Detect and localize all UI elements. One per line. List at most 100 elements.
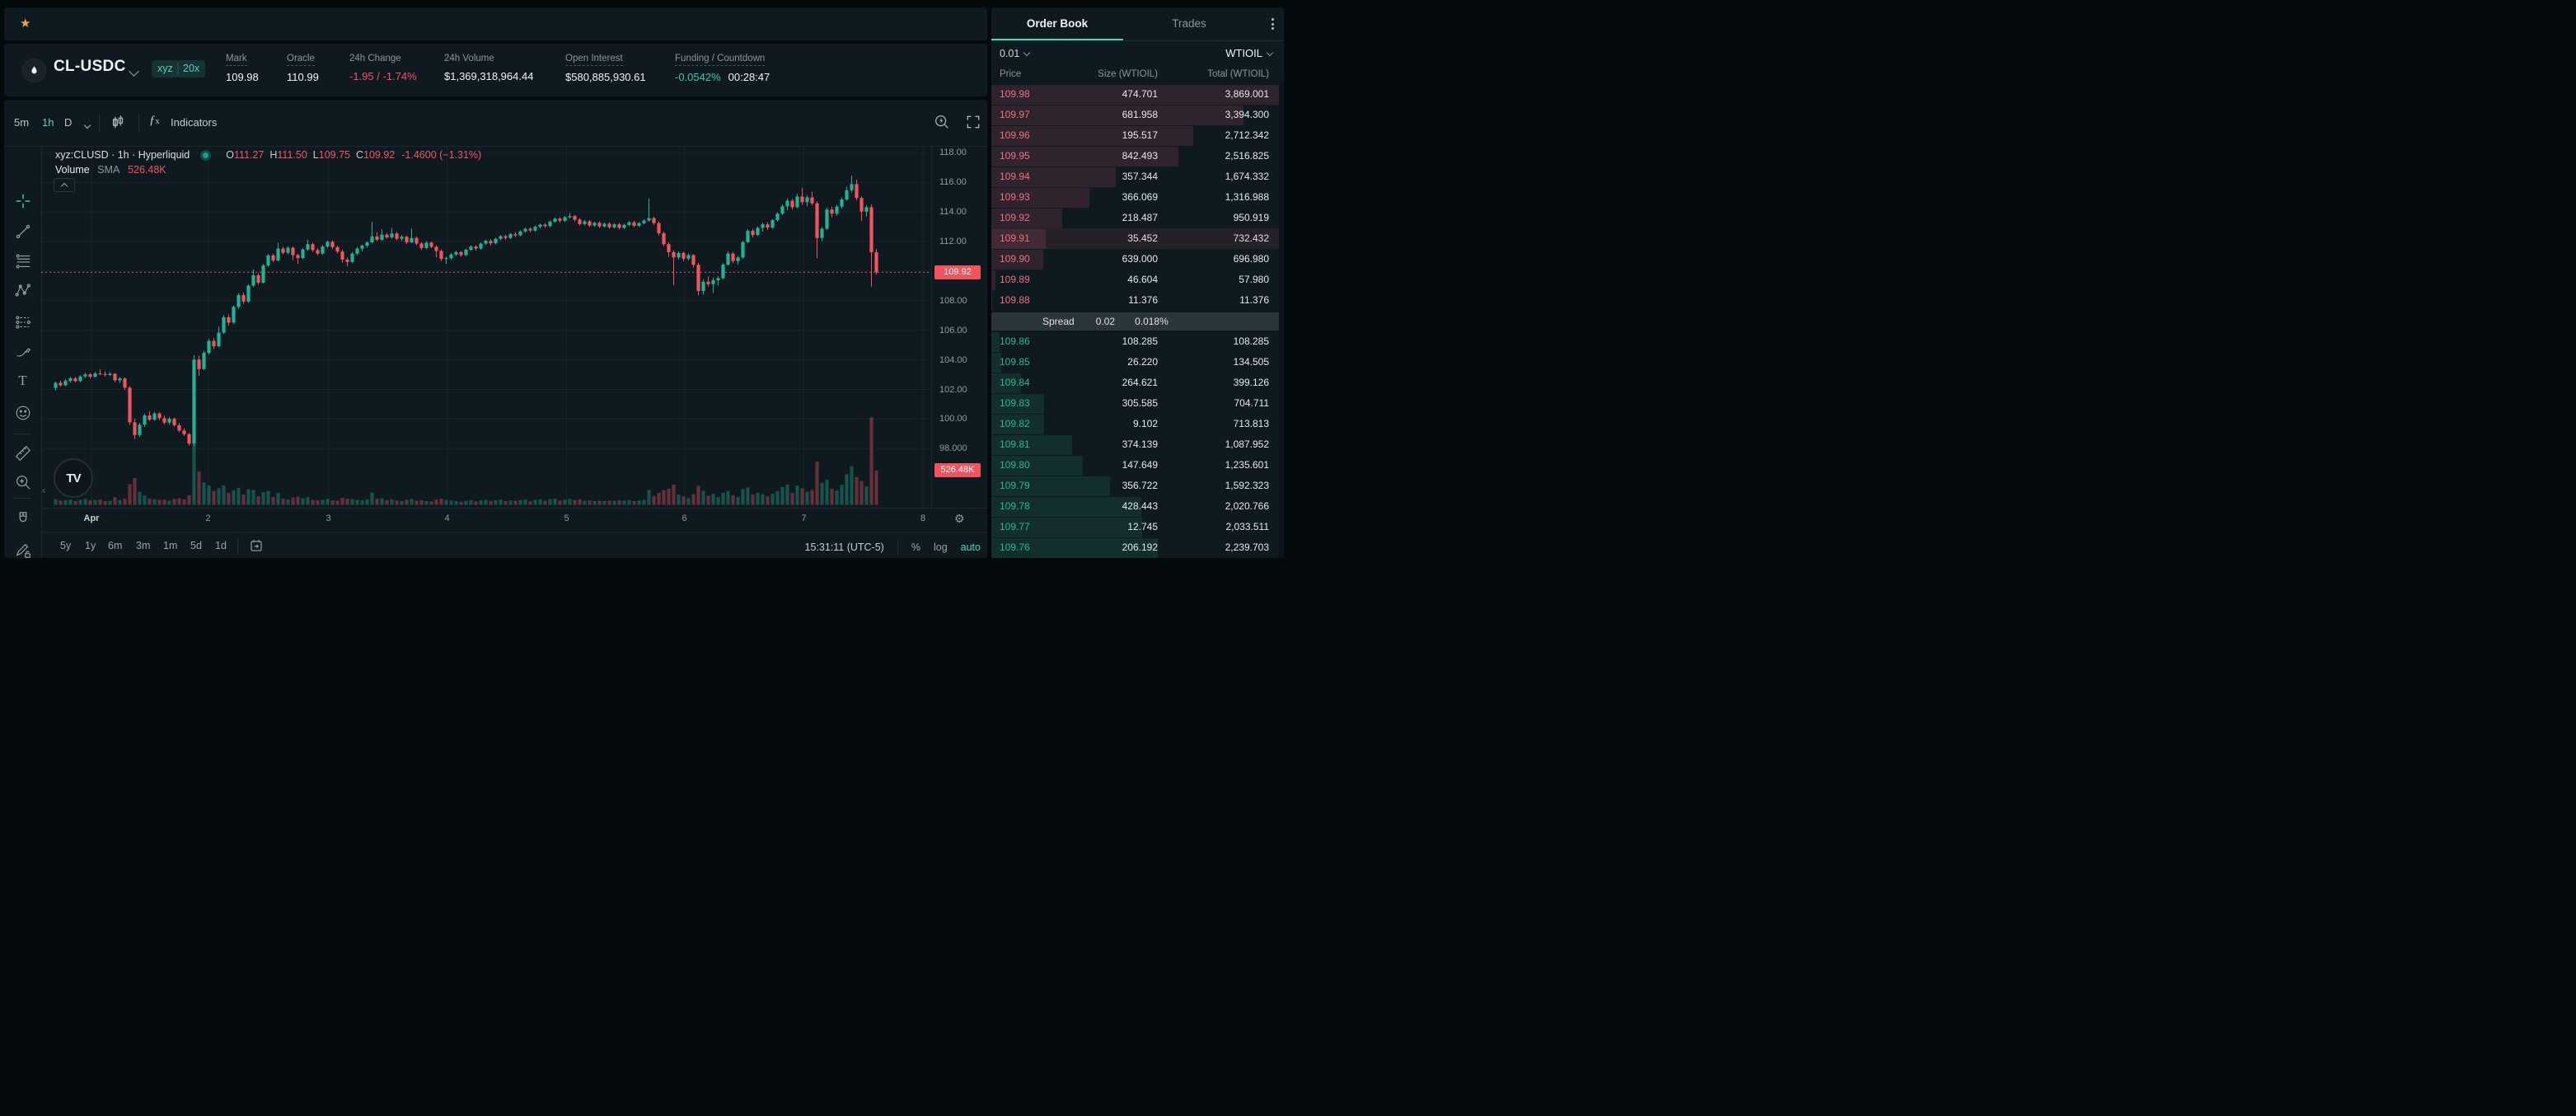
emoji-tool-icon[interactable] xyxy=(12,401,34,424)
total-cell: 2,020.766 xyxy=(1225,500,1269,512)
orderbook-ask-row[interactable]: 109.91 35.452 732.432 xyxy=(991,228,1279,249)
depth-bar xyxy=(991,434,1073,455)
range-1d[interactable]: 1d xyxy=(215,540,227,551)
toolbar-collapse-arrow[interactable]: ‹ xyxy=(42,484,46,496)
orderbook-bid-row[interactable]: 109.86 108.285 108.285 xyxy=(991,331,1279,352)
brush-tool-icon[interactable] xyxy=(12,340,34,362)
orderbook-bid-row[interactable]: 109.82 9.102 713.813 xyxy=(991,414,1279,434)
orderbook-bid-row[interactable]: 109.81 374.139 1,087.952 xyxy=(991,434,1279,455)
xabcd-pattern-tool-icon[interactable] xyxy=(12,279,34,301)
leverage-badge[interactable]: 20x xyxy=(177,60,206,77)
mark-value: 109.98 xyxy=(226,71,259,83)
scale-auto[interactable]: auto xyxy=(960,542,981,553)
scale-percent[interactable]: % xyxy=(911,542,920,553)
indicators-fx-icon[interactable]: ƒx xyxy=(149,114,160,127)
bottom-bar-divider xyxy=(897,540,898,555)
go-to-date-icon[interactable] xyxy=(249,538,264,553)
crosshair-tool-icon[interactable] xyxy=(12,190,34,212)
trend-line-tool-icon[interactable] xyxy=(12,220,34,242)
range-6m[interactable]: 6m xyxy=(108,540,123,551)
ruler-tool-icon[interactable] xyxy=(12,442,34,464)
orderbook-bid-row[interactable]: 109.78 428.443 2,020.766 xyxy=(991,496,1279,517)
price-cell: 109.94 xyxy=(1000,171,1030,182)
orderbook-ask-row[interactable]: 109.92 218.487 950.919 xyxy=(991,208,1279,228)
total-cell: 2,239.703 xyxy=(1225,542,1269,553)
toolbar-divider xyxy=(99,114,100,132)
interval-5m[interactable]: 5m xyxy=(14,116,30,129)
orderbook-ask-row[interactable]: 109.98 474.701 3,869.001 xyxy=(991,84,1279,105)
orderbook-ask-row[interactable]: 109.93 366.069 1,316.988 xyxy=(991,187,1279,208)
price-cell: 109.90 xyxy=(1000,253,1030,265)
legend-series[interactable]: xyz:CLUSD · 1h · Hyperliquid xyxy=(55,149,190,161)
orderbook-bid-row[interactable]: 109.83 305.585 704.711 xyxy=(991,393,1279,414)
long-position-tool-icon[interactable] xyxy=(12,311,34,333)
fib-retracement-tool-icon[interactable] xyxy=(12,250,34,272)
chart-toolbar: 5m 1h D ƒx Indicators xyxy=(4,100,987,147)
draw-lock-tool-icon[interactable] xyxy=(12,539,34,558)
range-5y[interactable]: 5y xyxy=(60,540,72,551)
orderbook-bid-row[interactable]: 109.77 12.745 2,033.511 xyxy=(991,517,1279,537)
fullscreen-icon[interactable] xyxy=(965,114,981,130)
orderbook-headers: Price Size (WTIOIL) Total (WTIOIL) xyxy=(1000,69,1269,79)
price-cell: 109.80 xyxy=(1000,459,1030,471)
time-axis[interactable]: ⚙ Apr 2 3 4 5 6 7 8 xyxy=(41,508,987,532)
price-cell: 109.78 xyxy=(1000,500,1030,512)
range-3m[interactable]: 3m xyxy=(136,540,151,551)
price-cell: 109.97 xyxy=(1000,109,1030,120)
interval-1h[interactable]: 1h xyxy=(42,116,54,129)
price-axis-label: 118.00 xyxy=(939,148,967,158)
depth-bar xyxy=(991,373,1022,393)
tick-size-select[interactable]: 0.01 xyxy=(1000,48,1031,59)
tradingview-watermark[interactable]: TV xyxy=(54,458,93,498)
magnet-tool-icon[interactable] xyxy=(12,507,34,529)
orderbook-ask-row[interactable]: 109.97 681.958 3,394.300 xyxy=(991,105,1279,125)
tab-trades[interactable]: Trades xyxy=(1172,17,1206,30)
orderbook-ask-row[interactable]: 109.90 639.000 696.980 xyxy=(991,249,1279,270)
range-5d[interactable]: 5d xyxy=(190,540,202,551)
time-axis-label: 2 xyxy=(205,513,211,523)
interval-1d[interactable]: D xyxy=(64,116,73,129)
quick-search-icon[interactable] xyxy=(933,113,951,131)
orderbook-bid-row[interactable]: 109.79 356.722 1,592.323 xyxy=(991,476,1279,496)
time-axis-label: 6 xyxy=(681,513,687,523)
market-symbol[interactable]: CL-USDC xyxy=(54,58,126,75)
time-axis-label: Apr xyxy=(83,513,100,523)
orderbook-menu-kebab-icon[interactable] xyxy=(1272,18,1274,30)
orderbook-ask-row[interactable]: 109.88 11.376 11.376 xyxy=(991,290,1279,311)
candlestick-chart[interactable] xyxy=(41,146,931,508)
indicators-button[interactable]: Indicators xyxy=(171,116,218,129)
price-cell: 109.88 xyxy=(1000,294,1030,306)
total-cell: 696.980 xyxy=(1233,253,1269,265)
legend-close: 109.92 xyxy=(363,149,396,161)
pane-collapse-button[interactable] xyxy=(54,178,75,192)
price-axis[interactable]: 109.92 526.48K 118.00 116.00 114.00 112.00 1… xyxy=(931,146,988,508)
unit-select[interactable]: WTIOIL xyxy=(1225,47,1274,59)
text-tool-icon[interactable]: T xyxy=(18,372,27,388)
size-cell: 842.493 xyxy=(1122,150,1158,162)
orderbook-ask-row[interactable]: 109.89 46.604 57.980 xyxy=(991,270,1279,290)
range-1y[interactable]: 1y xyxy=(85,540,96,551)
orderbook-scrollbar[interactable] xyxy=(1279,84,1284,558)
range-1m[interactable]: 1m xyxy=(163,540,178,551)
candle-style-icon[interactable] xyxy=(109,114,126,131)
chart-plot-area[interactable]: xyz:CLUSD · 1h · Hyperliquid O111.27 H111.… xyxy=(41,146,931,508)
axis-settings-gear-icon[interactable]: ⚙ xyxy=(954,512,965,525)
orderbook-bid-row[interactable]: 109.84 264.621 399.126 xyxy=(991,373,1279,393)
tab-order-book[interactable]: Order Book xyxy=(1026,17,1089,30)
orderbook-bid-row[interactable]: 109.85 26.220 134.505 xyxy=(991,352,1279,373)
size-cell: 428.443 xyxy=(1122,500,1158,512)
scale-log[interactable]: log xyxy=(933,542,948,553)
depth-bar xyxy=(991,146,1179,166)
interval-chevron-down-icon[interactable] xyxy=(80,119,91,134)
orderbook-tabs: Order Book Trades xyxy=(991,7,1284,41)
orderbook-ask-row[interactable]: 109.94 357.344 1,674.332 xyxy=(991,166,1279,187)
zoom-in-tool-icon[interactable] xyxy=(12,471,34,493)
total-cell: 1,087.952 xyxy=(1225,438,1269,450)
orderbook-bid-row[interactable]: 109.80 147.649 1,235.601 xyxy=(991,455,1279,476)
clock[interactable]: 15:31:11 (UTC-5) xyxy=(804,542,884,553)
market-chevron-down-icon[interactable] xyxy=(125,66,139,81)
favorite-star-icon[interactable]: ★ xyxy=(20,16,31,30)
orderbook-ask-row[interactable]: 109.96 195.517 2,712.342 xyxy=(991,125,1279,146)
orderbook-bid-row[interactable]: 109.76 206.192 2,239.703 xyxy=(991,537,1279,558)
orderbook-ask-row[interactable]: 109.95 842.493 2,516.825 xyxy=(991,146,1279,166)
